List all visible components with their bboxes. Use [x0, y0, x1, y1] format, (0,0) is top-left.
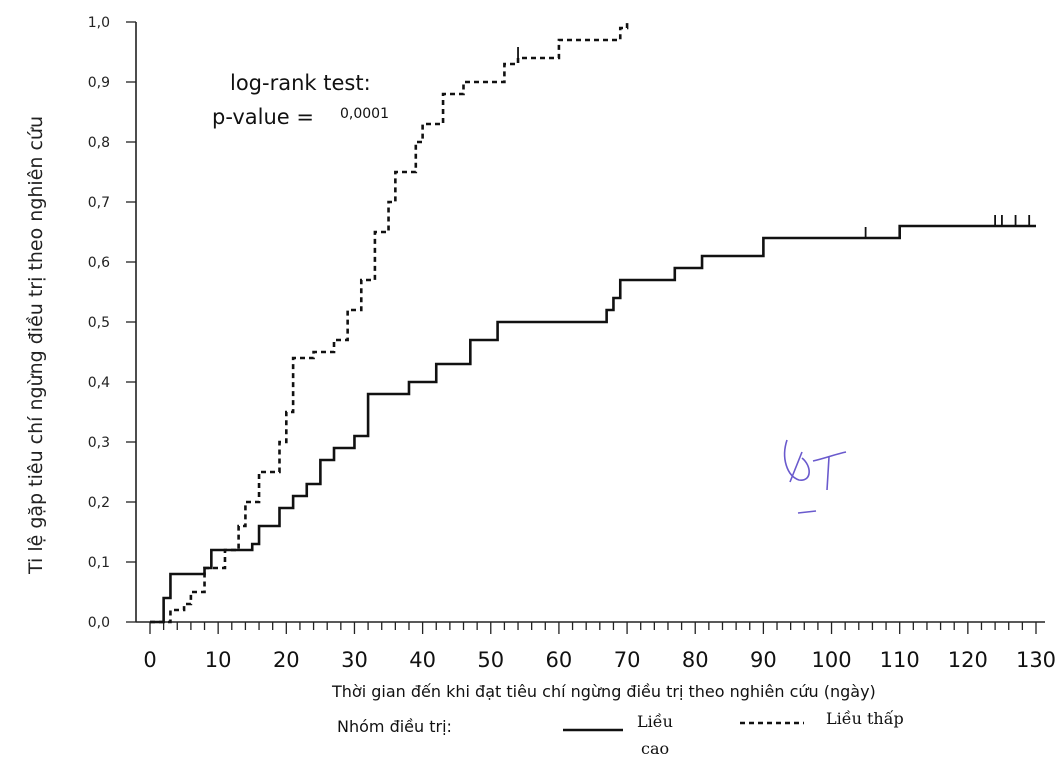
- x-tick-label: 30: [341, 648, 368, 672]
- y-tick-label: 0,0: [88, 615, 110, 631]
- legend-title: Nhóm điều trị:: [337, 717, 452, 736]
- y-axis-label: Ti lệ gặp tiêu chí ngừng điều trị theo n…: [25, 116, 47, 575]
- x-tick-label: 90: [750, 648, 777, 672]
- pvalue-value: 0,0001: [340, 106, 389, 122]
- legend-label-high-dose: Liều: [637, 712, 673, 731]
- x-tick-label: 120: [948, 648, 988, 672]
- y-tick-label: 0,1: [88, 555, 110, 571]
- x-tick-label: 50: [477, 648, 504, 672]
- x-tick-label: 130: [1016, 648, 1056, 672]
- logrank-label: log-rank test:: [230, 71, 371, 95]
- x-tick-label: 0: [143, 648, 156, 672]
- series-solid-curve: [150, 224, 1036, 624]
- y-tick-label: 0,5: [88, 315, 110, 331]
- series-dashed-curve: [150, 22, 629, 624]
- legend-label-high-dose-line2: cao: [641, 739, 669, 758]
- x-tick-label: 20: [273, 648, 300, 672]
- y-tick-label: 0,4: [88, 375, 110, 391]
- x-tick-label: 10: [205, 648, 232, 672]
- y-tick-label: 0,7: [88, 195, 110, 211]
- y-tick-label: 0,8: [88, 135, 110, 151]
- pvalue-label: p-value =: [212, 105, 314, 129]
- x-tick-label: 60: [546, 648, 573, 672]
- x-axis-ticks: 0 10 20 30 40 50 60 70 80 90 100 110 120 130: [143, 622, 1056, 672]
- x-tick-label: 40: [409, 648, 436, 672]
- y-axis-ticks: 0,0 0,1 0,2 0,3 0,4 0,5 0,6 0,7 0,8 0,9 1,0: [88, 15, 136, 631]
- y-tick-label: 0,9: [88, 75, 110, 91]
- y-tick-label: 0,6: [88, 255, 110, 271]
- x-tick-label: 110: [880, 648, 920, 672]
- x-tick-label: 100: [811, 648, 851, 672]
- x-axis-label: Thời gian đến khi đạt tiêu chí ngừng điề…: [331, 682, 876, 701]
- handwritten-scribble: [783, 439, 847, 514]
- x-tick-label: 80: [682, 648, 709, 672]
- y-tick-label: 0,3: [88, 435, 110, 451]
- legend: Nhóm điều trị: Liều cao Liều thấp: [337, 709, 904, 758]
- y-tick-label: 1,0: [88, 15, 110, 31]
- series-layer: [150, 22, 1036, 624]
- x-tick-label: 70: [614, 648, 641, 672]
- legend-label-low-dose: Liều thấp: [826, 709, 904, 728]
- y-tick-label: 0,2: [88, 495, 110, 511]
